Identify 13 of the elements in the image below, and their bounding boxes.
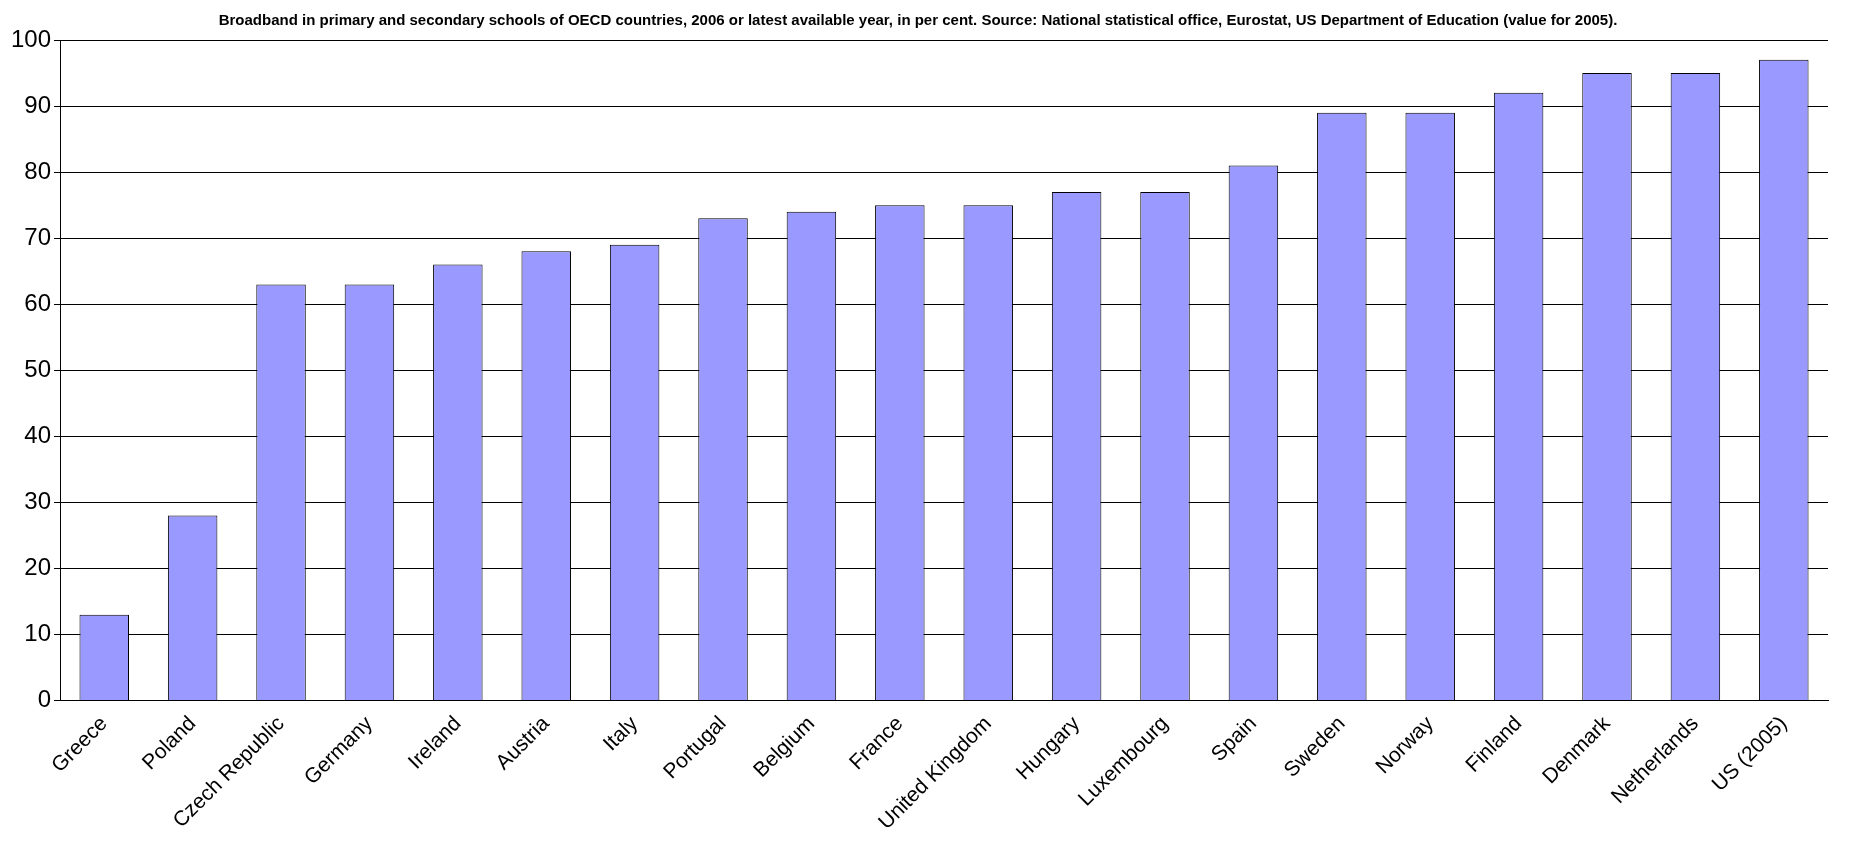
y-tick-label: 30 bbox=[24, 486, 52, 514]
y-tick-label: 60 bbox=[24, 288, 52, 316]
y-tick-label: 10 bbox=[24, 619, 52, 647]
y-tick-label: 90 bbox=[24, 90, 52, 118]
y-tick-label: 20 bbox=[24, 553, 52, 581]
y-tick-label: 70 bbox=[24, 222, 52, 250]
y-tick-label: 50 bbox=[24, 354, 52, 382]
x-tick-label: Italy bbox=[598, 710, 642, 755]
y-tick-label: 80 bbox=[24, 156, 52, 184]
y-tick-label: 100 bbox=[11, 24, 52, 52]
chart-title: Broadband in primary and secondary schools of OECD countries, 2006 or latest available year, in per cent. Source: National statistical office, Eurostat, US Department of Education (value for 2005). bbox=[218, 11, 1618, 29]
y-tick-label: 40 bbox=[24, 420, 52, 448]
y-tick-label: 0 bbox=[37, 685, 52, 713]
